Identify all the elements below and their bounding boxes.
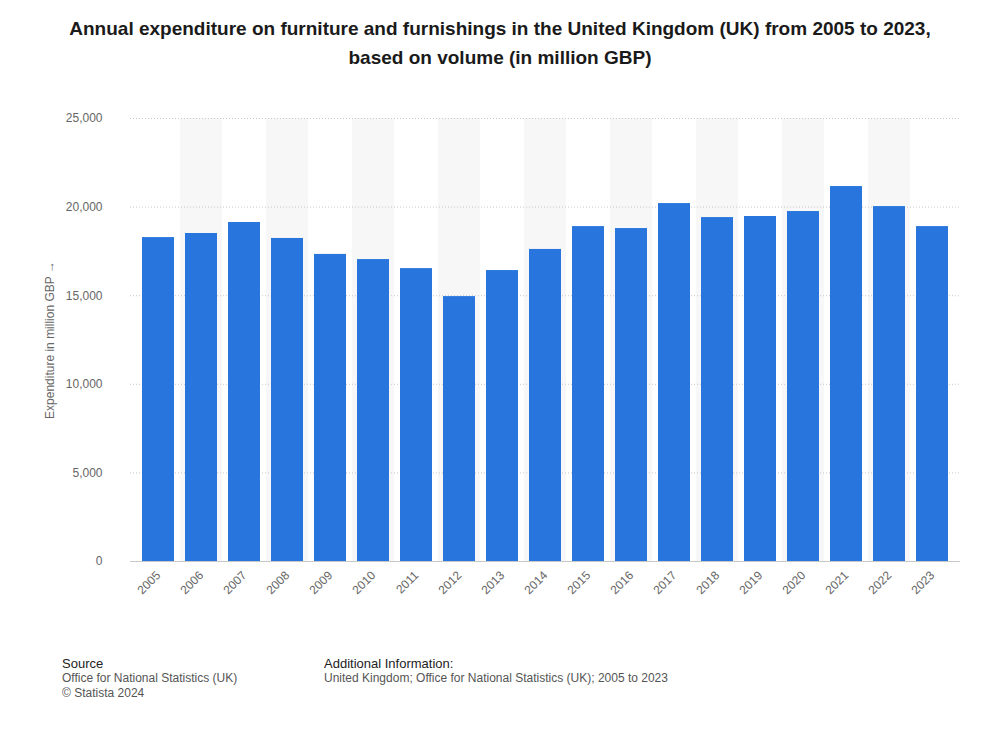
svg-text:2007: 2007	[221, 568, 250, 597]
html-text:Annual expenditure on furnitur: Annual expenditure on furniture and furn…	[69, 18, 931, 68]
html-text:United Kingdom; Office for Nat: United Kingdom; Office for National Stat…	[324, 671, 668, 685]
svg-text:2013: 2013	[479, 568, 508, 597]
svg-text:20,000: 20,000	[66, 200, 103, 214]
html-text:Source: Source	[62, 656, 104, 671]
svg-text:2008: 2008	[264, 568, 293, 597]
svg-text:2017: 2017	[651, 568, 680, 597]
svg-text:5,000: 5,000	[72, 466, 102, 480]
html-text:© Statista 2024: © Statista 2024	[62, 686, 145, 700]
svg-text:10,000: 10,000	[66, 377, 103, 391]
svg-text:0: 0	[96, 554, 103, 568]
svg-text:2006: 2006	[178, 568, 207, 597]
svg-text:2012: 2012	[436, 568, 465, 597]
svg-text:2022: 2022	[866, 568, 895, 597]
svg-text:15,000: 15,000	[66, 289, 103, 303]
svg-text:2009: 2009	[307, 568, 336, 597]
svg-text:2019: 2019	[737, 568, 766, 597]
svg-text:25,000: 25,000	[66, 111, 103, 125]
svg-text:2010: 2010	[350, 568, 379, 597]
html-text:Office for National Statistics: Office for National Statistics (UK)	[62, 671, 238, 685]
svg-text:2015: 2015	[565, 568, 594, 597]
svg-text:2020: 2020	[780, 568, 809, 597]
svg-text:Expenditure in million GBP →: Expenditure in million GBP →	[43, 261, 57, 419]
svg-text:2018: 2018	[694, 568, 723, 597]
svg-text:2023: 2023	[909, 568, 938, 597]
svg-text:2011: 2011	[393, 568, 421, 596]
svg-text:2014: 2014	[522, 568, 551, 597]
svg-text:2005: 2005	[135, 568, 164, 597]
svg-text:2021: 2021	[823, 568, 852, 597]
html-text:Additional Information:: Additional Information:	[324, 656, 454, 671]
svg-text:2016: 2016	[608, 568, 637, 597]
